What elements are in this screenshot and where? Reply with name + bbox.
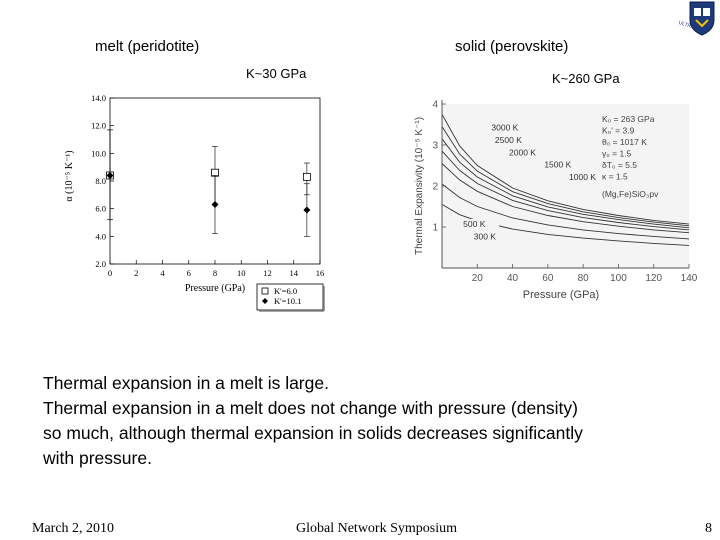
paragraph-melt-large: Thermal expansion in a melt is large.	[43, 373, 329, 393]
university-logo: ULTRAMAN	[678, 0, 720, 38]
x-tick-label: 6	[187, 268, 191, 278]
solid-label: solid (perovskite)	[455, 38, 569, 55]
legend-label: K'=10.1	[274, 296, 301, 306]
curve-label-bg	[542, 159, 581, 170]
curve-label: 1000 K	[569, 172, 596, 182]
temperature-curve	[441, 126, 690, 227]
annotation-line: (Mg,Fe)SiO₃pv	[602, 189, 659, 199]
curve-label: 3000 K	[491, 123, 518, 133]
x-tick-label: 120	[645, 273, 662, 284]
y-tick-label: 12.0	[91, 121, 106, 131]
x-tick-label: 100	[610, 273, 627, 284]
x-axis-title: Pressure (GPa)	[523, 289, 599, 301]
x-tick-label: 80	[578, 273, 590, 284]
annotation-line: θ₀ = 1017 K	[602, 137, 647, 147]
annotation-line: K₀' = 3.9	[602, 126, 635, 136]
x-tick-label: 2	[134, 268, 138, 278]
annotation-line: δT₀ = 5.5	[602, 160, 637, 170]
footer-event: Global Network Symposium	[296, 521, 457, 536]
footer-date: March 2, 2010	[32, 521, 115, 536]
university-crest-icon	[689, 1, 715, 36]
curve-label-bg	[489, 122, 528, 133]
temperature-curve	[441, 150, 690, 231]
melt-label: melt (peridotite)	[95, 38, 200, 55]
y-tick-label: 3	[432, 141, 438, 152]
y-tick-label: 8.0	[95, 176, 106, 186]
y-tick-label: 10.0	[91, 148, 106, 158]
data-point-diamond	[106, 171, 114, 179]
perovskite-expansivity-chart: 300 K 500 K 1000 K 1500 K 2000 K 2500 K 3000 K…	[414, 100, 698, 302]
parameter-annotation: K₀ = 263 GPa K₀' = 3.9θ₀ = 1017 K γ₀ = 1.5…	[602, 114, 659, 199]
temperature-curve	[441, 114, 690, 225]
y-tick-label: 4.0	[95, 231, 106, 241]
annotation-line: κ = 1.5	[602, 172, 628, 182]
slide-body: Thermal expansion in a melt is large. Th…	[43, 371, 703, 471]
x-tick-label: 4	[160, 268, 165, 278]
y-tick-label: 2.0	[95, 259, 106, 269]
legend-label: K'=6.0	[274, 286, 297, 296]
data-point-diamond	[303, 206, 311, 214]
curve-label: 2500 K	[495, 135, 522, 145]
paragraph-line: so much, although thermal expansion in s…	[43, 423, 583, 443]
paragraph-line: with pressure.	[43, 448, 152, 468]
y-tick-label: 1	[432, 223, 438, 234]
x-axis-title: Pressure (GPa)	[185, 283, 245, 294]
annotation-line: γ₀ = 1.5	[602, 149, 632, 159]
temperature-curve	[441, 183, 690, 240]
y-axis-title: α (10⁻⁵ K⁻¹)	[64, 150, 75, 201]
curve-label-bg	[471, 231, 510, 242]
x-tick-label: 10	[237, 268, 246, 278]
melt-expansion-chart: 0 2 4 6 8 10 12 14 16 2.0 4.0 6.0 8.0 10.0 12.0 14.0 Pr…	[64, 93, 325, 312]
y-tick-label: 4	[432, 100, 438, 111]
curve-label: 300 K	[474, 231, 497, 241]
melt-bulk-modulus: K~30 GPa	[246, 66, 307, 81]
temperature-curve	[441, 204, 690, 246]
x-tick-label: 8	[213, 268, 217, 278]
y-tick-label: 14.0	[91, 93, 106, 103]
legend-diamond-marker	[262, 298, 268, 304]
chart-legend: K'=6.0 K'=10.1	[256, 283, 325, 312]
annotation-line: K₀ = 263 GPa	[602, 114, 655, 124]
x-tick-label: 40	[507, 273, 519, 284]
curve-label-bg	[567, 171, 606, 182]
x-tick-label: 140	[681, 273, 698, 284]
y-tick-label: 6.0	[95, 204, 106, 214]
x-tick-label: 16	[316, 268, 325, 278]
y-tick-label: 2	[432, 182, 438, 193]
curve-label: 1500 K	[544, 160, 571, 170]
curve-label-bg	[507, 147, 546, 158]
y-axis-title: Thermal Expansivity (10⁻⁵ K⁻¹)	[414, 117, 425, 255]
x-tick-label: 60	[542, 273, 554, 284]
temperature-curve	[441, 163, 690, 234]
x-tick-label: 14	[290, 268, 299, 278]
data-point-square	[302, 172, 311, 181]
x-tick-label: 12	[263, 268, 272, 278]
x-tick-label: 0	[108, 268, 112, 278]
data-point-diamond	[211, 201, 219, 209]
curve-label-bg	[461, 219, 500, 229]
curve-label: 500 K	[463, 219, 486, 229]
x-tick-label: 20	[472, 273, 484, 284]
solid-bulk-modulus: K~260 GPa	[552, 71, 620, 86]
temperature-curve	[441, 138, 690, 229]
footer-page-number: 8	[705, 521, 712, 536]
paragraph-line: Thermal expansion in a melt does not cha…	[43, 398, 578, 418]
data-point-square	[211, 168, 219, 177]
curve-label: 2000 K	[509, 147, 536, 157]
legend-square-marker	[261, 287, 269, 295]
curve-label-bg	[492, 134, 531, 145]
